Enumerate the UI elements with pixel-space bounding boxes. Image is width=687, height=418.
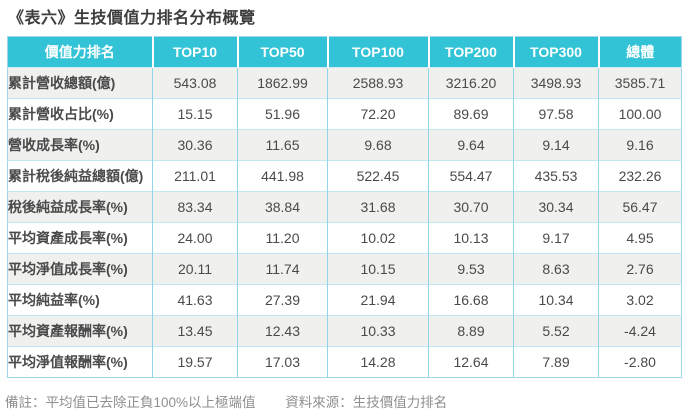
table-row: 平均資產報酬率(%) 13.45 12.43 10.33 8.89 5.52 -4.24 bbox=[7, 315, 682, 347]
row-label: 累計營收總額(億) bbox=[7, 67, 153, 99]
value-cell: 3.02 bbox=[598, 284, 682, 316]
value-cell: 11.20 bbox=[237, 222, 328, 254]
value-cell: 10.13 bbox=[428, 222, 514, 254]
value-cell: 12.64 bbox=[428, 346, 514, 378]
value-cell: 15.15 bbox=[152, 98, 238, 130]
value-cell: 7.89 bbox=[513, 346, 599, 378]
column-header-top300: TOP300 bbox=[512, 36, 599, 68]
value-cell: 543.08 bbox=[152, 67, 238, 99]
row-label: 稅後純益成長率(%) bbox=[7, 191, 153, 223]
value-cell: 21.94 bbox=[327, 284, 429, 316]
value-cell: -2.80 bbox=[598, 346, 682, 378]
value-cell: 10.33 bbox=[327, 315, 429, 347]
value-cell: 11.65 bbox=[237, 129, 328, 161]
value-cell: 8.89 bbox=[428, 315, 514, 347]
footer-source: 資料來源：生技價值力排名 bbox=[285, 395, 448, 410]
table-row: 累計稅後純益總額(億) 211.01 441.98 522.45 554.47 435.5… bbox=[7, 160, 682, 192]
value-cell: 9.68 bbox=[327, 129, 429, 161]
value-cell: 9.17 bbox=[513, 222, 599, 254]
value-cell: 12.43 bbox=[237, 315, 328, 347]
column-header-total: 總體 bbox=[597, 36, 682, 68]
value-cell: 97.58 bbox=[513, 98, 599, 130]
column-header-top100: TOP100 bbox=[326, 36, 429, 68]
value-cell: 232.26 bbox=[598, 160, 682, 192]
value-cell: 5.52 bbox=[513, 315, 599, 347]
value-cell: 14.28 bbox=[327, 346, 429, 378]
value-cell: 30.36 bbox=[152, 129, 238, 161]
value-cell: 24.00 bbox=[152, 222, 238, 254]
row-label: 平均淨值成長率(%) bbox=[7, 253, 153, 285]
value-cell: 2588.93 bbox=[327, 67, 429, 99]
value-cell: 8.63 bbox=[513, 253, 599, 285]
table-row: 平均資產成長率(%) 24.00 11.20 10.02 10.13 9.17 4.95 bbox=[7, 222, 682, 254]
value-cell: 56.47 bbox=[598, 191, 682, 223]
table-header: 價值力排名 TOP10 TOP50 TOP100 TOP200 TOP300 總… bbox=[7, 36, 682, 68]
table-row: 累計營收占比(%) 15.15 51.96 72.20 89.69 97.58 100.00 bbox=[7, 98, 682, 130]
value-cell: 2.76 bbox=[598, 253, 682, 285]
value-cell: 17.03 bbox=[237, 346, 328, 378]
header-row: 價值力排名 TOP10 TOP50 TOP100 TOP200 TOP300 總… bbox=[7, 36, 682, 68]
page-title: 《表六》生技價值力排名分布概覽 bbox=[8, 10, 256, 27]
column-header-top200: TOP200 bbox=[427, 36, 514, 68]
table-row: 平均淨值報酬率(%) 19.57 17.03 14.28 12.64 7.89 -2.80 bbox=[7, 346, 682, 378]
value-cell: 11.74 bbox=[237, 253, 328, 285]
table-body: 累計營收總額(億) 543.08 1862.99 2588.93 3216.20 3498… bbox=[7, 67, 682, 378]
value-cell: 38.84 bbox=[237, 191, 328, 223]
value-cell: 211.01 bbox=[152, 160, 238, 192]
value-cell: 441.98 bbox=[237, 160, 328, 192]
value-cell: 19.57 bbox=[152, 346, 238, 378]
value-cell: 41.63 bbox=[152, 284, 238, 316]
value-cell: 3585.71 bbox=[598, 67, 682, 99]
row-label: 營收成長率(%) bbox=[7, 129, 153, 161]
value-cell: 435.53 bbox=[513, 160, 599, 192]
value-cell: 9.16 bbox=[598, 129, 682, 161]
value-cell: 9.64 bbox=[428, 129, 514, 161]
value-cell: 27.39 bbox=[237, 284, 328, 316]
value-cell: 3216.20 bbox=[428, 67, 514, 99]
value-cell: 20.11 bbox=[152, 253, 238, 285]
table-row: 營收成長率(%) 30.36 11.65 9.68 9.64 9.14 9.16 bbox=[7, 129, 682, 161]
ranking-table: 價值力排名 TOP10 TOP50 TOP100 TOP200 TOP300 總… bbox=[7, 36, 682, 378]
value-cell: 83.34 bbox=[152, 191, 238, 223]
value-cell: 4.95 bbox=[598, 222, 682, 254]
table-row: 平均純益率(%) 41.63 27.39 21.94 16.68 10.34 3.02 bbox=[7, 284, 682, 316]
row-label: 平均淨值報酬率(%) bbox=[7, 346, 153, 378]
value-cell: 100.00 bbox=[598, 98, 682, 130]
value-cell: 89.69 bbox=[428, 98, 514, 130]
footer-remark: 備註：平均值已去除正負100%以上極端值 bbox=[5, 395, 256, 410]
column-header-top10: TOP10 bbox=[151, 36, 238, 68]
value-cell: 1862.99 bbox=[237, 67, 328, 99]
row-label: 平均純益率(%) bbox=[7, 284, 153, 316]
value-cell: 16.68 bbox=[428, 284, 514, 316]
value-cell: -4.24 bbox=[598, 315, 682, 347]
row-label: 平均資產成長率(%) bbox=[7, 222, 153, 254]
value-cell: 9.14 bbox=[513, 129, 599, 161]
row-label: 累計營收占比(%) bbox=[7, 98, 153, 130]
value-cell: 3498.93 bbox=[513, 67, 599, 99]
table-row: 平均淨值成長率(%) 20.11 11.74 10.15 9.53 8.63 2.76 bbox=[7, 253, 682, 285]
column-header-top50: TOP50 bbox=[236, 36, 328, 68]
row-label: 累計稅後純益總額(億) bbox=[7, 160, 153, 192]
value-cell: 51.96 bbox=[237, 98, 328, 130]
column-header-metric: 價值力排名 bbox=[7, 36, 153, 68]
value-cell: 30.34 bbox=[513, 191, 599, 223]
value-cell: 522.45 bbox=[327, 160, 429, 192]
value-cell: 10.15 bbox=[327, 253, 429, 285]
value-cell: 31.68 bbox=[327, 191, 429, 223]
value-cell: 554.47 bbox=[428, 160, 514, 192]
value-cell: 30.70 bbox=[428, 191, 514, 223]
row-label: 平均資產報酬率(%) bbox=[7, 315, 153, 347]
value-cell: 72.20 bbox=[327, 98, 429, 130]
value-cell: 9.53 bbox=[428, 253, 514, 285]
footer-note: 備註：平均值已去除正負100%以上極端值 資料來源：生技價值力排名 bbox=[5, 391, 447, 411]
table-row: 累計營收總額(億) 543.08 1862.99 2588.93 3216.20 3498… bbox=[7, 67, 682, 99]
value-cell: 10.34 bbox=[513, 284, 599, 316]
value-cell: 13.45 bbox=[152, 315, 238, 347]
table-row: 稅後純益成長率(%) 83.34 38.84 31.68 30.70 30.34 56.47 bbox=[7, 191, 682, 223]
value-cell: 10.02 bbox=[327, 222, 429, 254]
